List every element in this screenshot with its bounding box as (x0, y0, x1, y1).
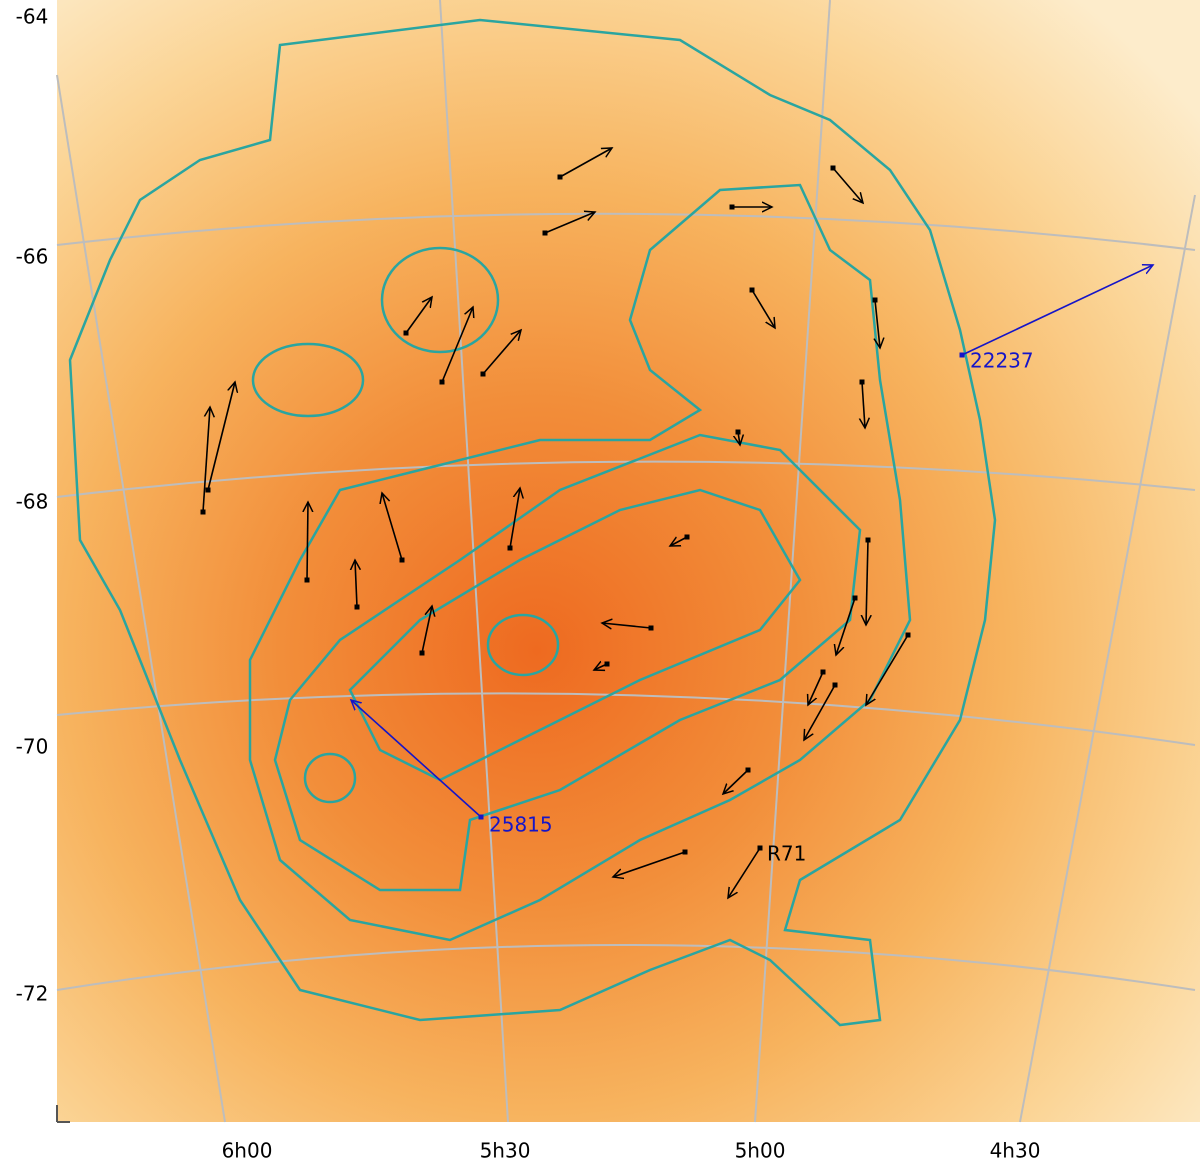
motion-arrow (559, 148, 612, 178)
motion-arrow (441, 307, 473, 383)
motion-arrow (862, 381, 865, 428)
grid-line (1019, 194, 1196, 1123)
motion-arrow (751, 289, 775, 328)
motion-arrow (207, 382, 235, 491)
x-axis-label: 5h00 (735, 1139, 786, 1163)
motion-arrow (723, 769, 749, 794)
motion-arrow (602, 623, 652, 628)
grid-line (56, 460, 1196, 498)
sky-image (56, 0, 1200, 1123)
star-marker (480, 371, 486, 377)
star-marker (399, 557, 405, 563)
star-marker (729, 204, 735, 210)
motion-arrow (866, 634, 909, 705)
motion-arrow (808, 671, 824, 705)
star-label: 25815 (489, 813, 553, 837)
star-marker (682, 849, 688, 855)
annotations: 22237 25815 R71 (489, 349, 1034, 866)
star-marker (959, 352, 965, 358)
x-axis-label: 5h30 (480, 1139, 531, 1163)
star-marker (859, 379, 865, 385)
y-axis-label: -66 (16, 245, 49, 269)
star-marker (832, 682, 838, 688)
star-marker (905, 632, 911, 638)
motion-arrow (832, 167, 863, 203)
contour (303, 752, 357, 804)
motion-arrow (875, 299, 880, 348)
star-marker (439, 379, 445, 385)
star-marker (735, 429, 741, 435)
contour (251, 342, 365, 418)
contour (248, 183, 912, 942)
motion-arrow (405, 297, 432, 334)
star-marker (507, 545, 513, 551)
coordinate-grid (56, 0, 1196, 1123)
motion-arrow (961, 265, 1153, 356)
star-marker (557, 174, 563, 180)
motion-arrow (544, 212, 595, 234)
motion-arrow (728, 847, 761, 898)
star-marker (749, 287, 755, 293)
grid-line (56, 944, 1196, 991)
motion-arrow (836, 597, 856, 655)
star-marker (872, 297, 878, 303)
contour (380, 246, 500, 354)
grid-line (56, 74, 226, 1123)
motion-arrow (421, 606, 432, 654)
star-marker (820, 669, 826, 675)
star-marker (648, 625, 654, 631)
star-marker (852, 595, 858, 601)
motion-arrow (202, 407, 210, 513)
contour (68, 18, 997, 1027)
motion-arrow (307, 502, 308, 581)
motion-arrow (351, 700, 482, 818)
y-axis-label: -64 (16, 5, 49, 29)
image-background (57, 0, 1200, 1122)
grid-line (754, 0, 831, 1123)
grid-line (56, 212, 1196, 251)
star-marker (478, 814, 484, 820)
motion-arrow (355, 560, 357, 608)
y-axis-label: -70 (16, 735, 49, 759)
contour (486, 613, 560, 677)
motion-arrow (866, 539, 868, 625)
frame-corner (56, 1105, 70, 1123)
star-marker (304, 577, 310, 583)
star-marker (200, 509, 206, 515)
star-marker (865, 537, 871, 543)
star-marker (542, 230, 548, 236)
y-axis-label: -72 (16, 982, 49, 1006)
motion-arrow (382, 493, 403, 561)
star-marker (403, 330, 409, 336)
motion-arrow (670, 536, 688, 546)
y-axis-label: -68 (16, 490, 49, 514)
x-axis-label: 6h00 (222, 1139, 273, 1163)
proper-motion-arrows (200, 148, 1154, 898)
star-marker (354, 604, 360, 610)
axis-labels: -64 -66 -68 -70 -72 6h00 5h30 5h00 4h30 (16, 5, 1041, 1163)
x-axis-label: 4h30 (990, 1139, 1041, 1163)
grid-line (56, 692, 1196, 746)
motion-arrow (613, 851, 686, 877)
motion-arrow (482, 330, 521, 375)
contour (273, 433, 862, 892)
star-label: R71 (767, 842, 806, 866)
star-label: 22237 (970, 349, 1034, 373)
star-marker (604, 661, 610, 667)
motion-arrow (509, 488, 520, 549)
star-marker (757, 845, 763, 851)
motion-arrow (804, 684, 836, 740)
star-marker (205, 487, 211, 493)
star-marker (419, 650, 425, 656)
grid-line (439, 0, 509, 1123)
star-marker (745, 767, 751, 773)
star-marker (830, 165, 836, 171)
star-marker (684, 534, 690, 540)
